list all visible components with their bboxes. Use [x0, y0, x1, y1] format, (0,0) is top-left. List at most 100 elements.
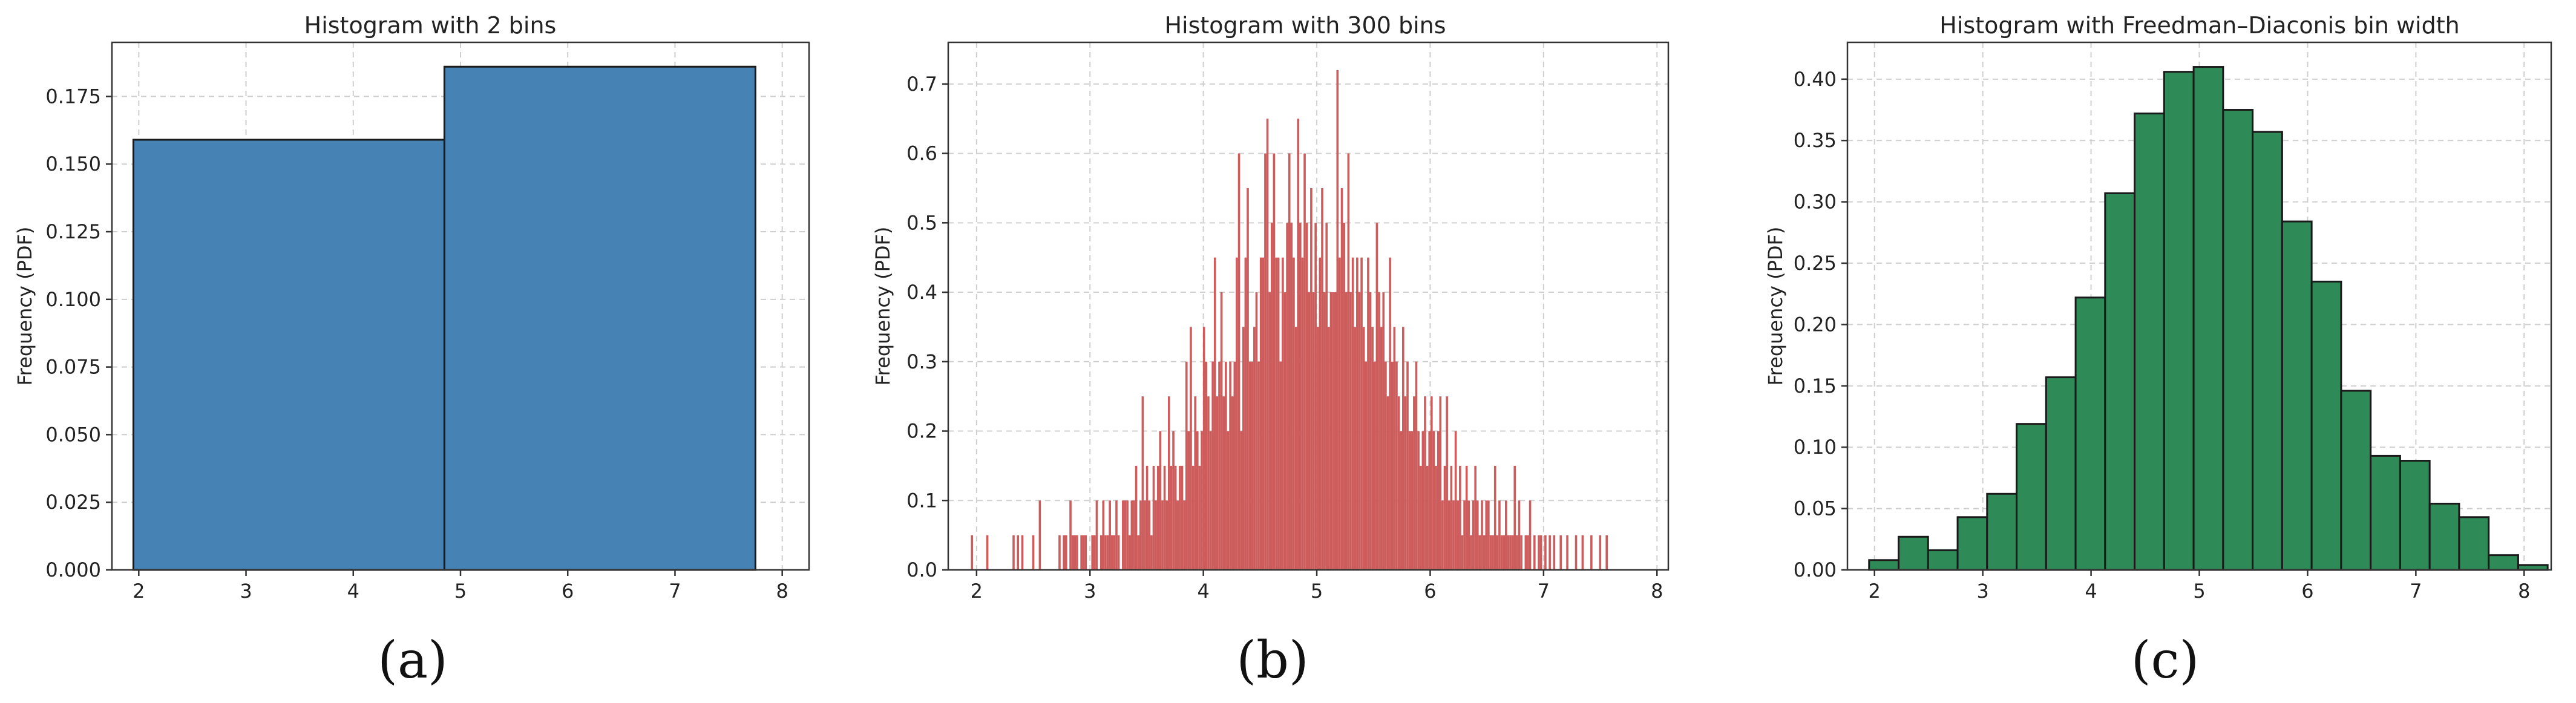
histogram-bar: [1500, 535, 1503, 570]
histogram-bar: [1159, 431, 1162, 570]
x-tick-label: 5: [454, 580, 467, 603]
histogram-bar: [1432, 431, 1435, 570]
histogram-bar: [1247, 188, 1249, 570]
histogram-bar: [1218, 361, 1221, 570]
histogram-bar: [2370, 454, 2401, 571]
histogram-bar: [1312, 292, 1315, 570]
histogram-bar: [1319, 257, 1322, 570]
histogram-bar: [1401, 327, 1404, 570]
histogram-bar: [1566, 535, 1568, 570]
histogram-bar: [1109, 500, 1111, 570]
histogram-bar: [1202, 327, 1205, 570]
y-tick-label: 0.25: [1794, 252, 1837, 275]
histogram-bar: [1242, 327, 1245, 570]
histogram-bar: [1581, 535, 1584, 570]
histogram-bar: [1130, 500, 1133, 570]
histogram-bar: [1207, 396, 1210, 570]
histogram-bar: [1393, 327, 1396, 570]
histogram-bar: [1152, 465, 1155, 570]
histogram-bar: [1150, 535, 1153, 570]
histogram-bar: [1549, 535, 1551, 570]
histogram-bar: [1898, 535, 1929, 571]
histogram-bar: [1172, 431, 1175, 570]
histogram-bar: [1408, 431, 1411, 570]
histogram-bar: [1091, 535, 1094, 570]
histogram-bar: [1465, 465, 1468, 570]
y-tick-label: 0.1: [906, 489, 937, 512]
y-tick-label: 0.5: [906, 211, 937, 234]
histogram-bar: [1336, 70, 1339, 571]
histogram-bar: [1248, 361, 1251, 570]
x-tick-label: 6: [1424, 580, 1436, 603]
histogram-bar: [1181, 465, 1184, 570]
histogram-bar: [1382, 292, 1385, 570]
histogram-bar: [1299, 223, 1302, 570]
histogram-bar: [1032, 535, 1035, 570]
histogram-bar: [1275, 257, 1277, 570]
histogram-bar: [1144, 500, 1146, 570]
histogram-bar: [1073, 535, 1077, 570]
histogram-bar: [1283, 292, 1286, 570]
y-tick-label: 0.00: [1794, 558, 1837, 581]
y-tick-label: 0.7: [906, 73, 937, 96]
histogram-bar: [1496, 535, 1499, 570]
histogram-bar: [2310, 280, 2342, 571]
histogram-2-bins-panel: Histogram with 2 bins 2 3 4 5 6 7 8 0.000 0.025…: [13, 12, 810, 690]
histogram-bar: [1524, 535, 1527, 570]
histogram-bar: [1124, 500, 1127, 570]
y-tick-label: 0.10: [1794, 436, 1837, 459]
histogram-bar: [1397, 396, 1400, 570]
histogram-bar: [1314, 223, 1317, 570]
histogram-bar: [1117, 535, 1120, 570]
histogram-bar: [2399, 460, 2431, 571]
histogram-bar: [2192, 66, 2224, 571]
histogram-bar: [1590, 535, 1593, 570]
y-tick-label: 0.3: [906, 350, 937, 373]
histogram-bar: [1104, 535, 1107, 570]
histogram-bar: [1493, 465, 1496, 570]
histogram-bar: [1262, 257, 1265, 570]
histogram-bar: [1236, 257, 1238, 570]
histogram-bar: [1365, 361, 1368, 570]
histogram-bar: [1176, 500, 1179, 570]
histogram-bar: [1279, 361, 1282, 570]
histogram-bar: [1082, 535, 1085, 570]
panel-label: (a): [378, 630, 448, 690]
x-tick-label: 2: [1869, 580, 1881, 603]
histogram-bar: [1310, 188, 1313, 570]
histogram-bar: [1485, 500, 1488, 570]
histogram-bar: [1385, 361, 1387, 570]
histogram-bar: [1139, 500, 1142, 570]
histogram-bar: [1527, 535, 1529, 570]
histogram-bar: [1297, 119, 1300, 571]
histogram-bar: [1339, 257, 1341, 570]
histogram-bar: [1538, 535, 1540, 570]
histogram-bar: [1205, 361, 1208, 570]
histogram-bar: [1017, 535, 1020, 570]
histogram-bar: [1165, 500, 1168, 570]
histogram-bar: [1463, 500, 1466, 570]
histogram-bar: [1441, 500, 1444, 570]
x-tick-label: 3: [1976, 580, 1988, 603]
histogram-bar: [1135, 465, 1138, 570]
histogram-bar: [1489, 535, 1492, 570]
histogram-bar: [1956, 516, 1988, 571]
histogram-bar: [1400, 431, 1402, 570]
histogram-bar: [1349, 292, 1352, 570]
histogram-bar: [2104, 192, 2136, 571]
histogram-bar: [1520, 535, 1522, 570]
y-tick-label: 0.40: [1794, 68, 1837, 91]
histogram-bar: [2163, 71, 2195, 571]
histogram-bar: [1395, 361, 1398, 570]
histogram-bar: [1282, 257, 1284, 570]
histogram-bar: [1063, 535, 1066, 570]
histogram-bar: [1340, 188, 1343, 570]
histogram-bar: [1518, 500, 1521, 570]
histogram-bar: [2045, 376, 2077, 571]
histogram-bar: [1362, 327, 1365, 570]
y-tick-label: 0.15: [1794, 374, 1837, 397]
histogram-bar: [1080, 535, 1083, 570]
chart-title: Histogram with Freedman–Diaconis bin wid…: [1939, 12, 2459, 39]
y-tick-label: 0.35: [1794, 129, 1837, 152]
